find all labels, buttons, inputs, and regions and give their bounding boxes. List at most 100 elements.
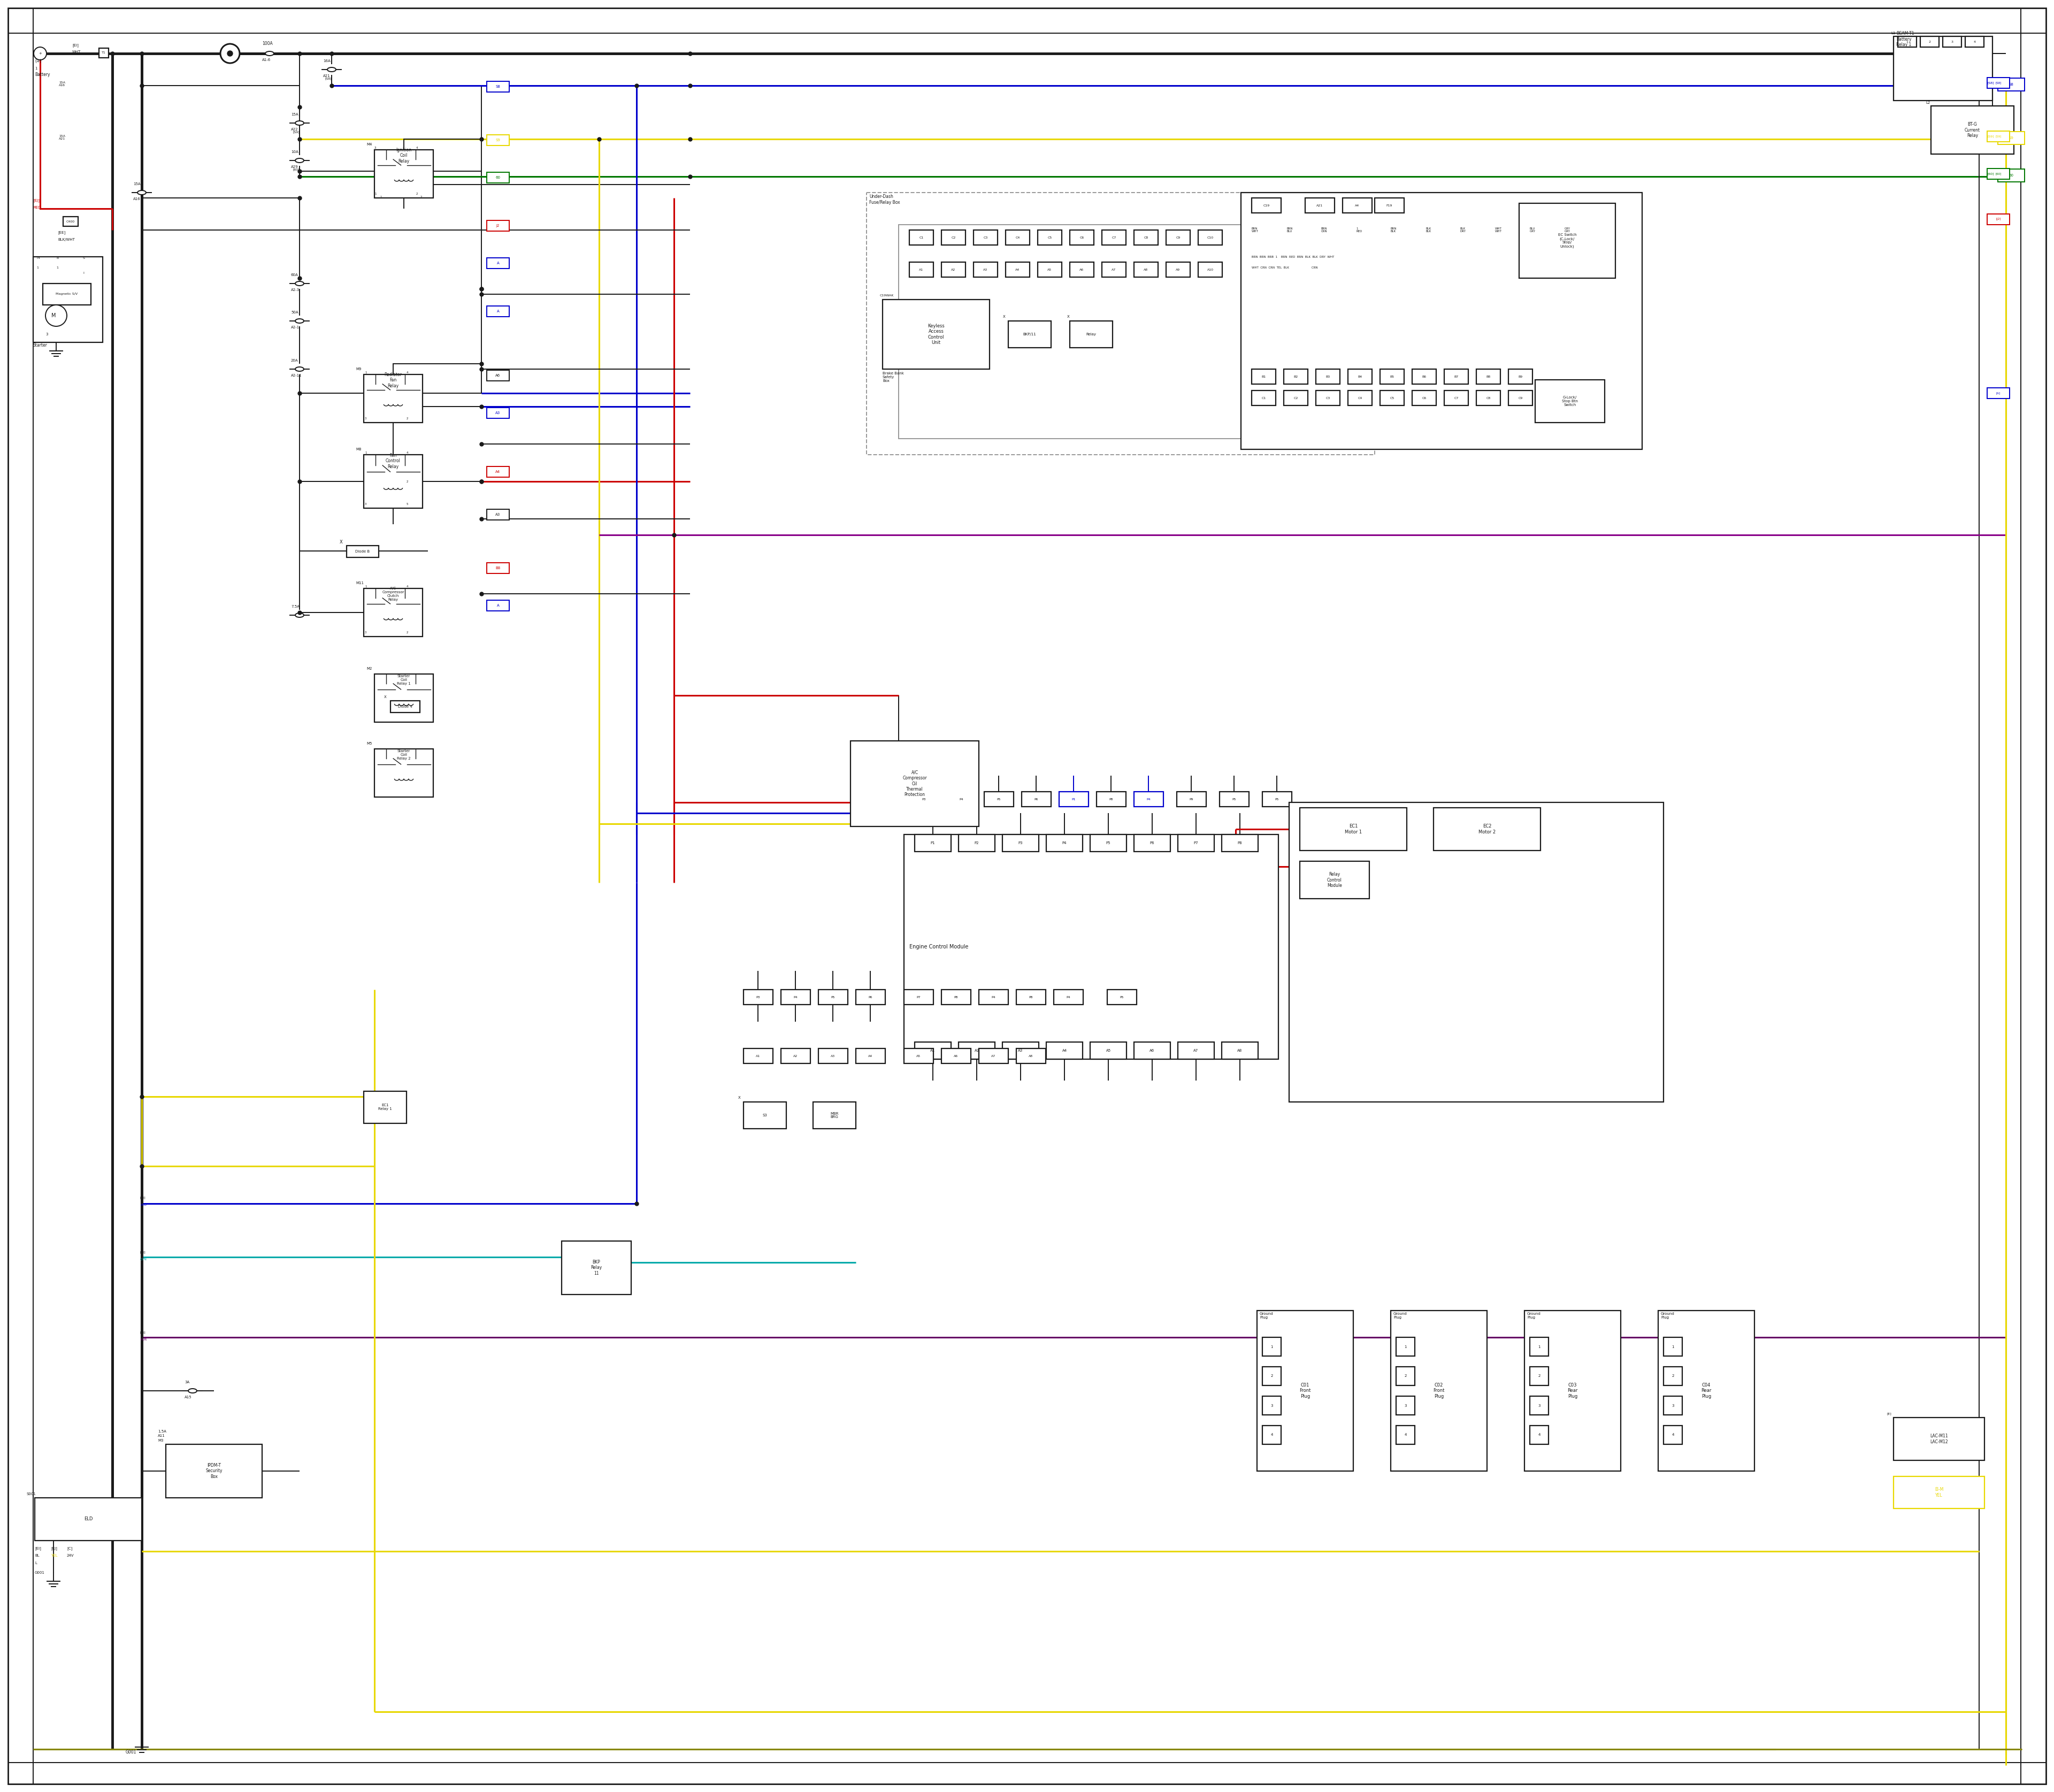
Text: [E]: [E] (1888, 1412, 1892, 1416)
Text: BCAM-T1
Battery
Relay 1: BCAM-T1 Battery Relay 1 (1896, 30, 1914, 47)
Bar (1999, 79, 2025, 91)
Text: X: X (339, 539, 343, 545)
Text: S3: S3 (762, 1113, 768, 1116)
Bar (1894, 1417, 1984, 1460)
Bar (941, 229, 965, 246)
Text: A6: A6 (953, 1055, 959, 1057)
Text: A2-1: A2-1 (292, 326, 300, 330)
Text: IPDM-T
Security
Box: IPDM-T Security Box (205, 1462, 222, 1478)
Text: A21: A21 (1317, 204, 1323, 206)
Text: BLK
DRY: BLK DRY (1460, 228, 1467, 233)
Bar (1002, 835, 1039, 851)
Text: Engine Control Module: Engine Control Module (910, 944, 967, 950)
Text: 20A: 20A (292, 358, 298, 362)
Bar (1434, 808, 1540, 851)
Bar (1380, 369, 1405, 383)
Bar (1304, 197, 1335, 213)
Bar (1241, 192, 1641, 450)
Bar (1444, 369, 1469, 383)
Text: 1: 1 (1405, 1346, 1407, 1348)
Text: A15: A15 (185, 1396, 191, 1400)
Bar (1045, 1041, 1082, 1059)
Text: A/C
Compressor
Clutch
Relay: A/C Compressor Clutch Relay (382, 588, 405, 602)
Bar (1530, 1396, 1549, 1416)
Bar (1045, 835, 1082, 851)
Bar (1317, 369, 1339, 383)
Text: Fan
Control
Relay: Fan Control Relay (386, 453, 401, 470)
Text: BRN  BRN  BRB  1    BRN  RED  BRN  BLK  BLK  DRY  WHT: BRN BRN BRB 1 BRN RED BRN BLK BLK DRY WH… (1251, 256, 1335, 258)
Bar (1060, 792, 1089, 806)
Circle shape (228, 50, 232, 56)
Bar (959, 1041, 994, 1059)
Bar (1101, 262, 1126, 278)
Text: 50A: 50A (292, 310, 298, 314)
Text: C19WAK: C19WAK (879, 294, 893, 297)
Ellipse shape (296, 281, 304, 285)
Bar (1070, 229, 1095, 246)
Bar (364, 455, 423, 509)
Text: 15A
A21: 15A A21 (60, 134, 66, 140)
Bar (487, 172, 509, 183)
Text: Magnetic S/V: Magnetic S/V (55, 292, 78, 296)
Text: [EJ]: [EJ] (140, 1331, 146, 1335)
Text: BLK/WHT: BLK/WHT (58, 238, 74, 242)
Text: BKP
Relay
11: BKP Relay 11 (592, 1260, 602, 1276)
Bar (1530, 1367, 1549, 1385)
Bar (347, 545, 378, 557)
Bar (1257, 1310, 1354, 1471)
Text: P5: P5 (1232, 797, 1237, 801)
Bar (904, 835, 1278, 1059)
Bar (1054, 989, 1082, 1005)
Text: BRN
BLU: BRN BLU (1286, 228, 1292, 233)
Bar (1134, 262, 1158, 278)
Bar (374, 674, 433, 722)
Bar (941, 989, 972, 1005)
Bar (1002, 1041, 1039, 1059)
Bar (980, 1048, 1009, 1063)
Bar (1037, 229, 1062, 246)
Text: A2-3: A2-3 (292, 289, 300, 292)
Text: X: X (1002, 315, 1006, 319)
Text: A6: A6 (1150, 1048, 1154, 1052)
Text: [A]: [A] (1996, 392, 2001, 394)
Bar (1374, 197, 1405, 213)
Text: C04
Rear
Plug: C04 Rear Plug (1701, 1383, 1711, 1400)
Text: Radiator
Fan
Relay: Radiator Fan Relay (384, 373, 403, 389)
Ellipse shape (296, 367, 304, 371)
Bar (1097, 792, 1126, 806)
Text: Ground
Plug: Ground Plug (1662, 1312, 1674, 1319)
Text: BLU: BLU (140, 1202, 146, 1206)
Text: A29: A29 (292, 165, 298, 168)
Bar (817, 1048, 848, 1063)
Text: P8: P8 (1239, 842, 1243, 844)
Bar (1397, 1337, 1415, 1357)
Text: 4: 4 (1405, 1434, 1407, 1437)
Text: A2-11: A2-11 (292, 375, 302, 376)
Text: C1: C1 (918, 237, 924, 238)
Text: M9: M9 (355, 367, 362, 371)
Ellipse shape (296, 319, 304, 323)
Bar (487, 258, 509, 269)
Circle shape (33, 47, 47, 59)
Text: L: L (35, 1561, 37, 1564)
Text: [S8]: [S8] (1994, 82, 2001, 84)
Bar (1220, 792, 1249, 806)
Text: [EJ]: [EJ] (51, 1546, 58, 1550)
Text: Ground
Plug: Ground Plug (1526, 1312, 1540, 1319)
Text: 3: 3 (1951, 41, 1953, 43)
Text: P2: P2 (974, 842, 980, 844)
Bar (1251, 391, 1276, 405)
Bar (1477, 369, 1499, 383)
Text: [J2]: [J2] (1996, 219, 2001, 220)
Text: 1: 1 (1672, 1346, 1674, 1348)
Text: A4: A4 (1356, 204, 1360, 206)
Text: GRY
GRY: GRY GRY (1565, 228, 1571, 233)
Bar (1300, 862, 1370, 898)
Bar (64, 217, 78, 226)
Text: P4: P4 (959, 797, 963, 801)
Ellipse shape (327, 68, 337, 72)
Ellipse shape (296, 120, 304, 125)
Text: MBR
BRG: MBR BRG (830, 1111, 838, 1118)
Text: P5: P5 (1276, 797, 1280, 801)
Bar (1101, 229, 1126, 246)
